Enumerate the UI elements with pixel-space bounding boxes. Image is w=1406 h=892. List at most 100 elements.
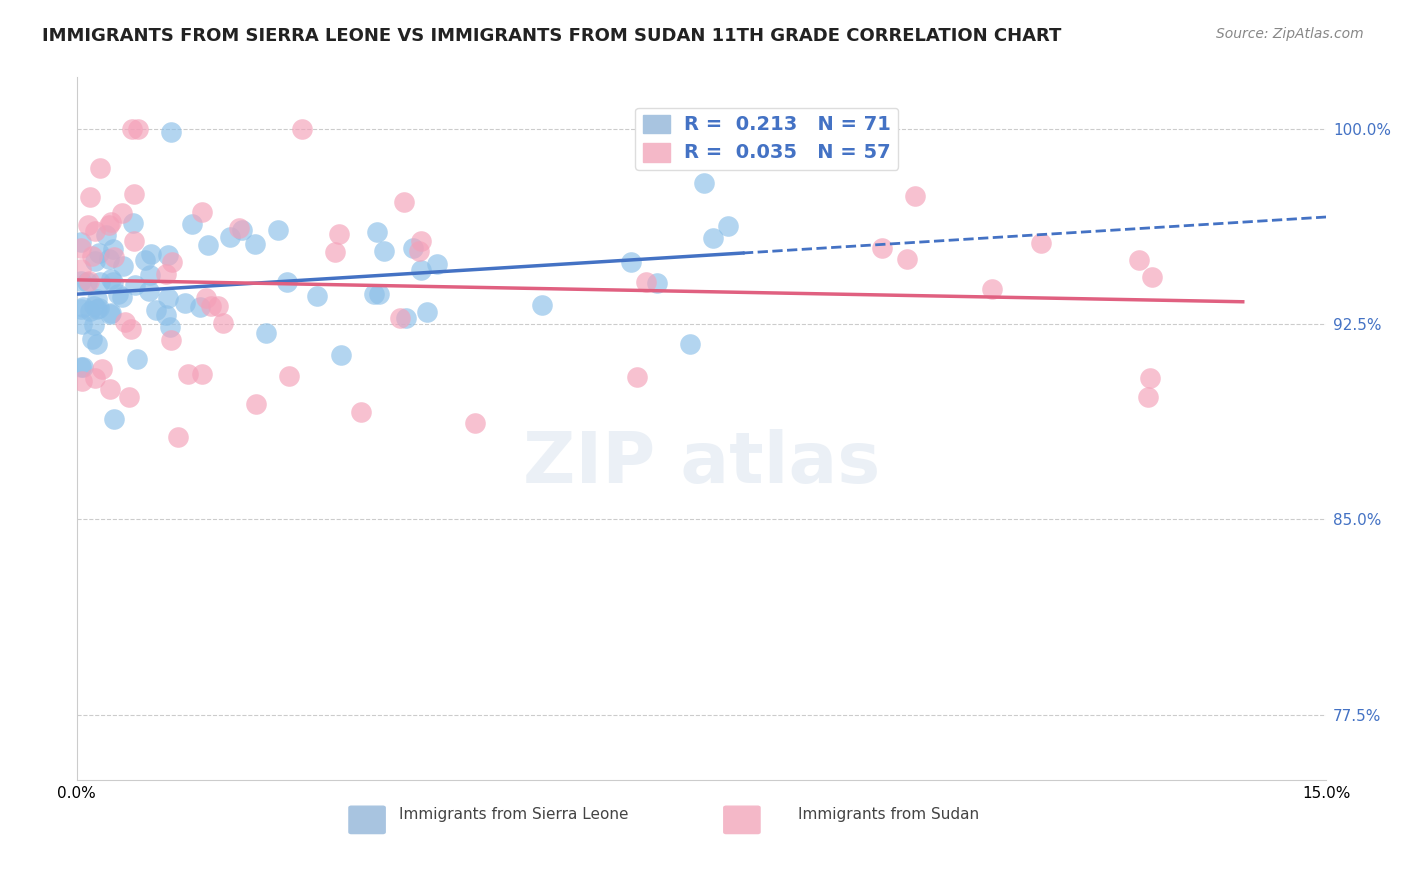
Point <box>97 252 120 266</box>
Point <box>388 311 411 326</box>
Point <box>124 277 146 292</box>
Text: Immigrants from Sudan: Immigrants from Sudan <box>799 806 980 822</box>
Point <box>395 311 418 326</box>
Text: Immigrants from Sierra Leone: Immigrants from Sierra Leone <box>399 806 628 822</box>
Point <box>679 337 702 351</box>
Point <box>122 187 145 202</box>
Point <box>111 289 134 303</box>
Point <box>84 254 107 268</box>
Point <box>100 215 122 229</box>
Point <box>100 272 122 286</box>
Point <box>305 289 328 303</box>
Point <box>134 253 156 268</box>
Point <box>96 228 118 243</box>
Point <box>139 247 162 261</box>
Point <box>79 190 101 204</box>
Point <box>626 369 648 384</box>
Point <box>323 244 346 259</box>
Point <box>69 301 91 316</box>
Point <box>190 367 212 381</box>
Point <box>127 351 149 366</box>
Point <box>69 262 91 277</box>
Point <box>207 299 229 313</box>
Point <box>350 405 373 419</box>
Point <box>80 249 103 263</box>
Point <box>121 122 143 136</box>
Point <box>266 223 288 237</box>
Point <box>366 226 388 240</box>
Point <box>155 268 177 282</box>
Legend: R =  0.213   N = 71, R =  0.035   N = 57: R = 0.213 N = 71, R = 0.035 N = 57 <box>636 108 898 169</box>
Point <box>1137 390 1160 404</box>
Point <box>120 321 142 335</box>
Point <box>980 282 1002 296</box>
Point <box>70 374 93 388</box>
Point <box>98 307 121 321</box>
Point <box>717 219 740 233</box>
Point <box>1128 253 1150 268</box>
Text: Source: ZipAtlas.com: Source: ZipAtlas.com <box>1216 27 1364 41</box>
Point <box>195 291 218 305</box>
Point <box>647 276 669 290</box>
Point <box>702 231 724 245</box>
Point <box>103 250 125 264</box>
Point <box>166 430 188 444</box>
Point <box>145 302 167 317</box>
Point <box>197 238 219 252</box>
Point <box>101 242 124 256</box>
Point <box>89 161 111 175</box>
Point <box>114 315 136 329</box>
Point <box>91 361 114 376</box>
Point <box>79 303 101 318</box>
Point <box>72 300 94 314</box>
Point <box>83 299 105 313</box>
Point <box>69 241 91 255</box>
Point <box>111 206 134 220</box>
Point <box>243 237 266 252</box>
Point <box>328 227 350 241</box>
Point <box>291 122 314 136</box>
Point <box>1139 371 1161 385</box>
Point <box>112 260 135 274</box>
Point <box>896 252 918 267</box>
Point <box>402 241 425 255</box>
Point <box>86 337 108 351</box>
Point <box>904 189 927 203</box>
Point <box>69 274 91 288</box>
Point <box>72 360 94 375</box>
Point <box>363 287 385 301</box>
FancyBboxPatch shape <box>349 806 385 833</box>
Point <box>157 292 180 306</box>
Point <box>103 411 125 425</box>
Point <box>159 320 181 334</box>
Point <box>530 298 553 312</box>
Point <box>70 359 93 374</box>
Point <box>228 220 250 235</box>
Point <box>276 275 298 289</box>
Point <box>212 317 235 331</box>
Point <box>392 195 415 210</box>
Point <box>219 229 242 244</box>
Point <box>1140 270 1163 285</box>
Point <box>231 223 253 237</box>
Point <box>69 235 91 249</box>
Point <box>100 382 122 396</box>
Point <box>86 302 108 317</box>
Point <box>277 368 299 383</box>
Point <box>84 371 107 385</box>
Point <box>191 204 214 219</box>
Point <box>97 218 120 232</box>
Point <box>254 326 277 340</box>
Point <box>162 255 184 269</box>
Point <box>72 317 94 331</box>
Point <box>138 284 160 298</box>
Point <box>122 234 145 248</box>
Point <box>83 318 105 333</box>
Point <box>177 367 200 381</box>
Point <box>200 299 222 313</box>
Point <box>870 241 893 255</box>
Point <box>464 416 486 430</box>
Point <box>693 176 716 190</box>
Point <box>367 287 389 301</box>
Point <box>330 348 353 362</box>
